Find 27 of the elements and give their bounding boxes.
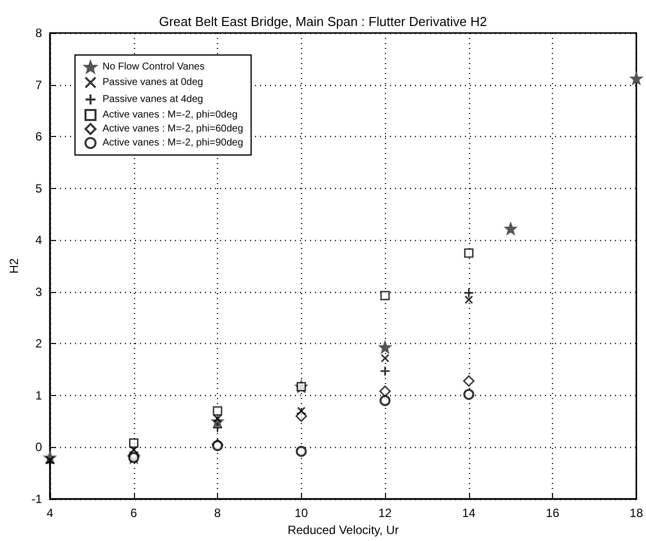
y-tick-label: 2 [35, 336, 42, 351]
chart-title: Great Belt East Bridge, Main Span : Flutter Derivative H2 [158, 14, 488, 29]
x-tick-label: 16 [546, 506, 560, 520]
x-tick-label: 10 [294, 506, 308, 520]
legend-label: Active vanes : M=-2, phi=90deg [102, 138, 244, 148]
legend-label: Active vanes : M=-2, phi=60deg [102, 124, 244, 134]
x-tick-label: 8 [214, 506, 222, 520]
y-tick-label: 1 [35, 388, 42, 402]
y-axis-title: H2 [7, 258, 21, 274]
x-tick-label: 12 [378, 506, 392, 520]
y-tick-label: 3 [35, 284, 42, 299]
x-axis-title: Reduced Velocity, Ur [288, 522, 399, 537]
y-tick-label: 5 [35, 181, 42, 196]
legend-label: Passive vanes at 4deg [102, 94, 204, 105]
y-tick-label: 6 [35, 130, 42, 144]
y-tick-label: 4 [35, 233, 42, 248]
y-tick-label: 7 [35, 78, 42, 92]
legend-label: Active vanes : M=-2, phi=0deg [102, 110, 238, 120]
x-tick-label: 18 [630, 506, 644, 520]
y-tick-label: -1 [31, 492, 42, 506]
x-tick-label: 4 [46, 506, 54, 520]
x-tick-label: 14 [462, 506, 476, 520]
legend-label: No Flow Control Vanes [102, 62, 205, 72]
legend-label: Passive vanes at 0deg [102, 77, 204, 88]
x-tick-label: 6 [130, 506, 138, 520]
y-tick-label: 8 [35, 26, 42, 40]
y-tick-label: 0 [35, 440, 42, 454]
